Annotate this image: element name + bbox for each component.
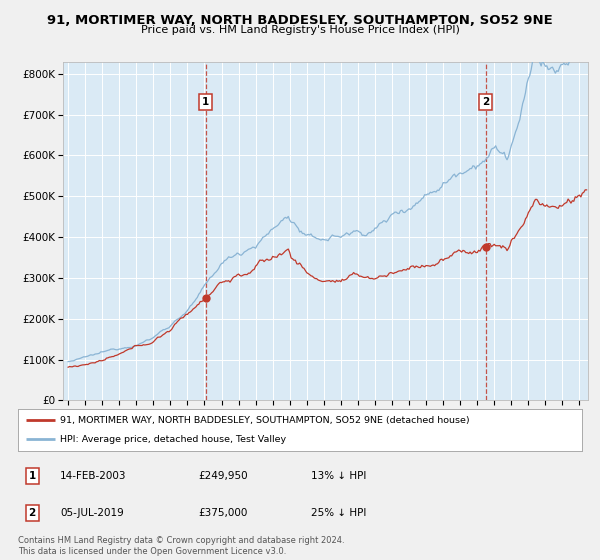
Text: 91, MORTIMER WAY, NORTH BADDESLEY, SOUTHAMPTON, SO52 9NE (detached house): 91, MORTIMER WAY, NORTH BADDESLEY, SOUTH… (60, 416, 470, 424)
Text: £375,000: £375,000 (199, 508, 248, 518)
Text: 05-JUL-2019: 05-JUL-2019 (60, 508, 124, 518)
Text: Contains HM Land Registry data © Crown copyright and database right 2024.
This d: Contains HM Land Registry data © Crown c… (18, 536, 344, 556)
Text: 1: 1 (28, 471, 36, 481)
Text: Price paid vs. HM Land Registry's House Price Index (HPI): Price paid vs. HM Land Registry's House … (140, 25, 460, 35)
Text: 2: 2 (28, 508, 36, 518)
Text: 2: 2 (482, 97, 490, 108)
Text: HPI: Average price, detached house, Test Valley: HPI: Average price, detached house, Test… (60, 435, 286, 444)
Text: 14-FEB-2003: 14-FEB-2003 (60, 471, 127, 481)
Text: £249,950: £249,950 (199, 471, 248, 481)
Text: 1: 1 (202, 97, 209, 108)
Text: 25% ↓ HPI: 25% ↓ HPI (311, 508, 367, 518)
Text: 13% ↓ HPI: 13% ↓ HPI (311, 471, 367, 481)
Text: 91, MORTIMER WAY, NORTH BADDESLEY, SOUTHAMPTON, SO52 9NE: 91, MORTIMER WAY, NORTH BADDESLEY, SOUTH… (47, 14, 553, 27)
